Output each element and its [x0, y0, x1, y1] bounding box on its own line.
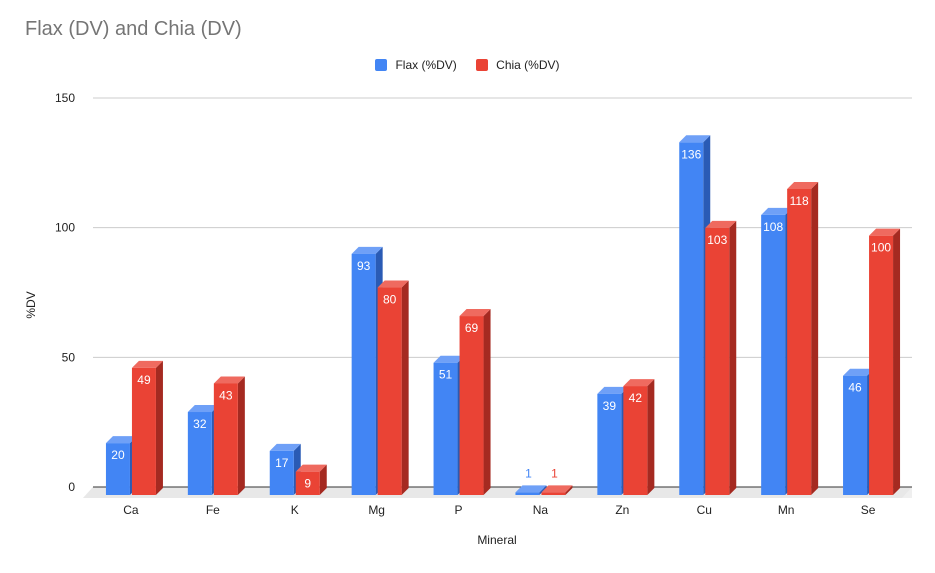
- data-label: 32: [193, 417, 207, 431]
- x-tick-label: Cu: [697, 503, 712, 517]
- bar-top: [377, 280, 409, 288]
- bar-side: [539, 485, 547, 495]
- bar: [131, 367, 156, 495]
- legend-swatch-flax: [375, 59, 388, 71]
- bar-top: [705, 220, 737, 228]
- bar-top: [597, 386, 629, 394]
- x-tick-label: Se: [861, 503, 876, 517]
- bar: [295, 471, 320, 495]
- x-tick-label: Na: [533, 503, 549, 517]
- data-label: 108: [763, 220, 783, 234]
- x-tick-label: Mg: [368, 503, 385, 517]
- legend-swatch-chia: [476, 59, 489, 71]
- bar-top: [187, 405, 219, 413]
- bar: [105, 443, 130, 495]
- bar-side: [155, 360, 163, 495]
- data-label: 20: [111, 448, 125, 462]
- data-label: 80: [383, 293, 397, 307]
- data-label: 136: [681, 147, 701, 161]
- bar-top: [869, 228, 901, 236]
- bar-side: [893, 228, 901, 495]
- bar: [213, 383, 238, 495]
- bar: [761, 214, 786, 496]
- bar: [459, 316, 484, 495]
- bar: [433, 362, 458, 495]
- bar-side: [483, 309, 491, 495]
- bar: [541, 492, 566, 495]
- data-label: 1: [551, 466, 558, 480]
- bar-top: [105, 436, 137, 444]
- data-label: 42: [629, 391, 643, 405]
- bar: [187, 412, 212, 495]
- bar-top: [351, 246, 383, 254]
- x-tick-label: Mn: [778, 503, 795, 517]
- bar-top: [843, 368, 875, 376]
- data-label: 118: [790, 194, 809, 208]
- data-label: 43: [219, 388, 233, 402]
- y-tick-label: 50: [62, 350, 76, 364]
- bar-top: [433, 355, 465, 363]
- bar-top: [623, 379, 655, 387]
- data-label: 1: [525, 466, 532, 480]
- bar-top: [269, 443, 301, 451]
- bar-side: [729, 220, 737, 496]
- bar-side: [647, 379, 655, 495]
- bar: [515, 492, 540, 495]
- data-label: 46: [848, 381, 862, 395]
- chart-title: Flax (DV) and Chia (DV): [25, 18, 242, 40]
- bar-top: [515, 485, 547, 493]
- bar: [623, 386, 648, 495]
- x-tick-label: K: [291, 503, 299, 517]
- y-axis-title: %DV: [24, 291, 38, 318]
- bar-side: [401, 280, 409, 495]
- data-label: 103: [707, 233, 727, 247]
- data-label: 49: [137, 373, 151, 387]
- bar: [869, 235, 894, 495]
- y-tick-label: 150: [55, 91, 75, 105]
- legend-label-flax: Flax (%DV): [395, 58, 457, 72]
- x-tick-label: Ca: [123, 503, 139, 517]
- bar: [843, 375, 868, 495]
- bar-top: [761, 207, 793, 215]
- legend: Flax (%DV) Chia (%DV): [0, 58, 935, 74]
- data-label: 17: [275, 456, 289, 470]
- bar: [351, 253, 376, 495]
- bar-top: [787, 181, 819, 189]
- x-axis-title: Mineral: [477, 533, 516, 547]
- legend-item-chia[interactable]: Chia (%DV): [476, 58, 560, 72]
- bar-top: [295, 464, 327, 472]
- bar: [377, 287, 402, 495]
- data-label: 39: [603, 399, 617, 413]
- bar: [787, 188, 812, 495]
- bar: [597, 393, 622, 495]
- legend-item-flax[interactable]: Flax (%DV): [375, 58, 457, 72]
- bar-side: [811, 181, 819, 495]
- bar-top: [131, 360, 163, 368]
- bar: [679, 142, 704, 495]
- x-tick-label: Zn: [615, 503, 629, 517]
- bar-top: [459, 309, 491, 317]
- bar-top: [679, 135, 711, 143]
- bar-top: [213, 376, 245, 384]
- data-label: 100: [871, 241, 891, 255]
- bar: [269, 450, 294, 495]
- bar-side: [237, 376, 245, 495]
- legend-label-chia: Chia (%DV): [496, 58, 560, 72]
- bar-side: [565, 485, 573, 495]
- x-tick-label: P: [455, 503, 463, 517]
- data-label: 51: [439, 368, 453, 382]
- y-tick-label: 0: [68, 480, 75, 494]
- data-label: 9: [304, 477, 311, 491]
- data-label: 93: [357, 259, 371, 273]
- bar-top: [541, 485, 573, 493]
- bar-side: [319, 464, 327, 495]
- y-tick-label: 100: [55, 221, 75, 235]
- bar: [705, 227, 730, 496]
- data-label: 69: [465, 321, 479, 335]
- x-tick-label: Fe: [206, 503, 220, 517]
